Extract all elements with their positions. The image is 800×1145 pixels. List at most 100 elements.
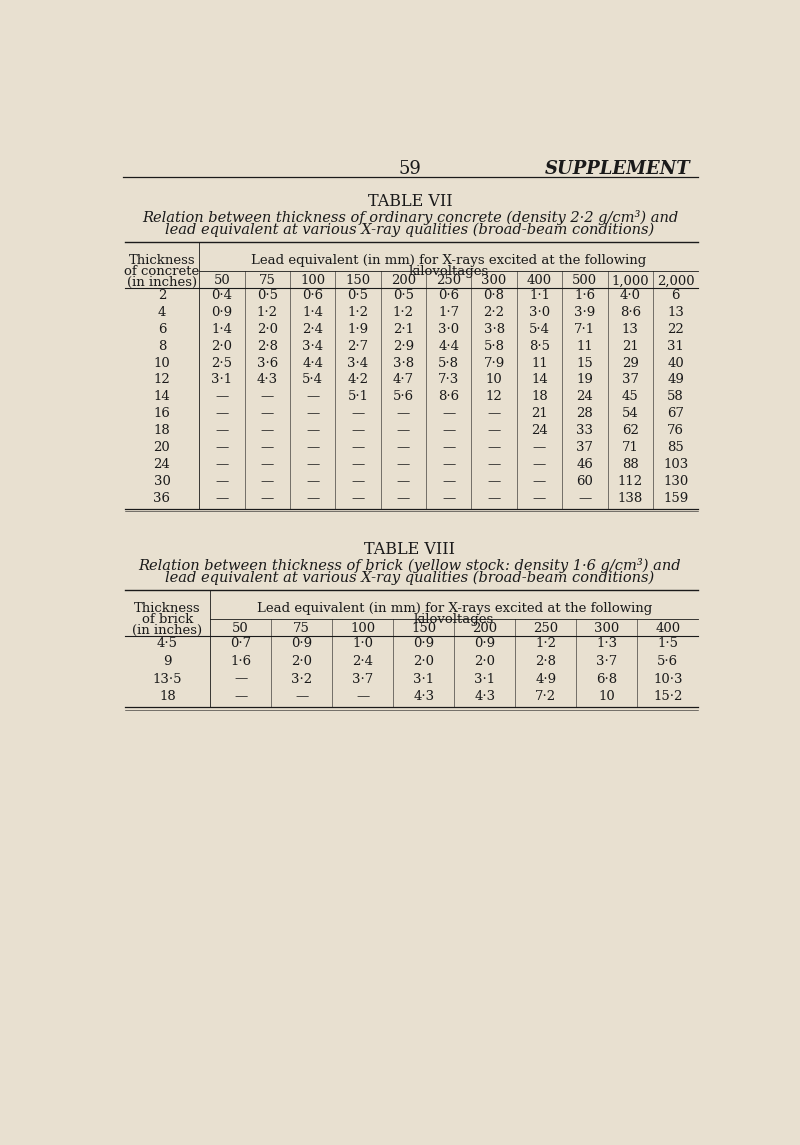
Text: 2·0: 2·0 (474, 655, 495, 668)
Text: (in inches): (in inches) (132, 624, 202, 637)
Text: 6: 6 (158, 323, 166, 335)
Text: —: — (442, 475, 455, 488)
Text: 2·9: 2·9 (393, 340, 414, 353)
Text: 5·8: 5·8 (484, 340, 505, 353)
Text: 49: 49 (667, 373, 684, 387)
Text: 50: 50 (232, 623, 249, 635)
Text: 4·5: 4·5 (157, 637, 178, 650)
Text: 46: 46 (577, 458, 594, 471)
Text: —: — (261, 458, 274, 471)
Text: 13·5: 13·5 (153, 672, 182, 686)
Text: —: — (442, 458, 455, 471)
Text: 0·6: 0·6 (438, 289, 459, 302)
Text: 8·6: 8·6 (620, 306, 641, 318)
Text: 13: 13 (667, 306, 684, 318)
Text: 59: 59 (398, 160, 422, 179)
Text: 150: 150 (346, 275, 370, 287)
Text: 3·7: 3·7 (352, 672, 374, 686)
Text: 14: 14 (531, 373, 548, 387)
Text: TABLE VIII: TABLE VIII (365, 540, 455, 558)
Text: 50: 50 (214, 275, 230, 287)
Text: —: — (306, 492, 319, 505)
Text: 1·7: 1·7 (438, 306, 459, 318)
Text: 76: 76 (667, 425, 684, 437)
Text: —: — (397, 492, 410, 505)
Text: 10·3: 10·3 (653, 672, 682, 686)
Text: 1·4: 1·4 (302, 306, 323, 318)
Text: lead equivalent at various X-ray qualities (broad-beam conditions): lead equivalent at various X-ray qualiti… (166, 571, 654, 585)
Text: 88: 88 (622, 458, 638, 471)
Text: 1·6: 1·6 (574, 289, 595, 302)
Text: kilovoltages: kilovoltages (409, 266, 489, 278)
Text: 0·5: 0·5 (257, 289, 278, 302)
Text: 6·8: 6·8 (596, 672, 618, 686)
Text: 21: 21 (531, 408, 548, 420)
Text: 19: 19 (577, 373, 594, 387)
Text: —: — (306, 441, 319, 455)
Text: 250: 250 (436, 275, 462, 287)
Text: 24: 24 (154, 458, 170, 471)
Text: 400: 400 (527, 275, 552, 287)
Text: Relation between thickness of brick (yellow stock: density 1·6 g/cm³) and: Relation between thickness of brick (yel… (138, 558, 682, 572)
Text: of brick: of brick (142, 614, 193, 626)
Text: 7·3: 7·3 (438, 373, 459, 387)
Text: 5·4: 5·4 (529, 323, 550, 335)
Text: —: — (215, 492, 229, 505)
Text: 3·7: 3·7 (596, 655, 618, 668)
Text: 24: 24 (531, 425, 548, 437)
Text: 7·2: 7·2 (535, 690, 556, 703)
Text: —: — (306, 425, 319, 437)
Text: —: — (261, 425, 274, 437)
Text: 33: 33 (576, 425, 594, 437)
Text: —: — (215, 408, 229, 420)
Text: 1·6: 1·6 (230, 655, 251, 668)
Text: Lead equivalent (in mm) for X-rays excited at the following: Lead equivalent (in mm) for X-rays excit… (251, 254, 646, 268)
Text: 0·5: 0·5 (347, 289, 369, 302)
Text: —: — (397, 425, 410, 437)
Text: 3·4: 3·4 (302, 340, 323, 353)
Text: —: — (397, 458, 410, 471)
Text: 300: 300 (482, 275, 506, 287)
Text: —: — (487, 475, 501, 488)
Text: 9: 9 (163, 655, 172, 668)
Text: 130: 130 (663, 475, 688, 488)
Text: 62: 62 (622, 425, 638, 437)
Text: 8·6: 8·6 (438, 390, 459, 403)
Text: 4·3: 4·3 (257, 373, 278, 387)
Text: Thickness: Thickness (129, 254, 195, 268)
Text: 4·4: 4·4 (302, 356, 323, 370)
Text: —: — (261, 390, 274, 403)
Text: 11: 11 (577, 340, 594, 353)
Text: 31: 31 (667, 340, 684, 353)
Text: 150: 150 (411, 623, 436, 635)
Text: —: — (442, 441, 455, 455)
Text: 2·7: 2·7 (347, 340, 369, 353)
Text: 0·7: 0·7 (230, 637, 251, 650)
Text: 2·8: 2·8 (257, 340, 278, 353)
Text: 18: 18 (531, 390, 548, 403)
Text: 3·1: 3·1 (413, 672, 434, 686)
Text: 2·5: 2·5 (211, 356, 232, 370)
Text: 2·0: 2·0 (211, 340, 232, 353)
Text: —: — (533, 475, 546, 488)
Text: 100: 100 (350, 623, 375, 635)
Text: 67: 67 (667, 408, 684, 420)
Text: —: — (351, 441, 365, 455)
Text: 4·2: 4·2 (347, 373, 369, 387)
Text: 2·0: 2·0 (291, 655, 312, 668)
Text: 10: 10 (598, 690, 615, 703)
Text: 103: 103 (663, 458, 688, 471)
Text: —: — (487, 408, 501, 420)
Text: —: — (261, 441, 274, 455)
Text: —: — (533, 441, 546, 455)
Text: 37: 37 (622, 373, 638, 387)
Text: 3·0: 3·0 (529, 306, 550, 318)
Text: 0·9: 0·9 (291, 637, 312, 650)
Text: 75: 75 (293, 623, 310, 635)
Text: 2·4: 2·4 (352, 655, 373, 668)
Text: 54: 54 (622, 408, 638, 420)
Text: 2,000: 2,000 (657, 275, 694, 287)
Text: —: — (397, 475, 410, 488)
Text: —: — (533, 458, 546, 471)
Text: —: — (215, 441, 229, 455)
